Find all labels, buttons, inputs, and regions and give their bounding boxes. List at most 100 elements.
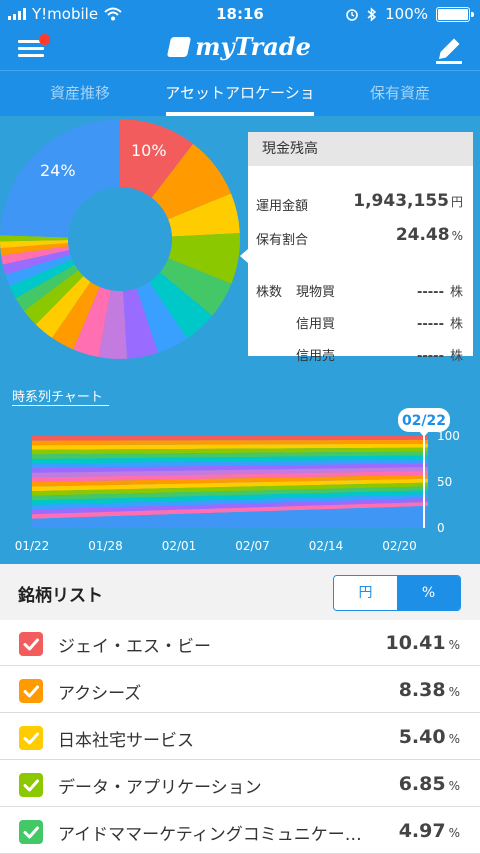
margin-buy-label: 信用買 <box>296 317 336 332</box>
stock-percent-value: 10.41 <box>385 632 446 654</box>
toggle-percent-button[interactable]: % <box>397 576 460 610</box>
x-tick-label: 02/20 <box>382 539 417 553</box>
donut-slice-13[interactable] <box>15 264 79 311</box>
checkbox-icon[interactable] <box>19 820 43 844</box>
menu-button[interactable] <box>18 34 50 60</box>
stock-list-header: 銘柄リスト 円 % <box>0 564 480 620</box>
donut-label-cash: 24% <box>40 161 76 180</box>
stock-percent-unit: % <box>448 779 460 793</box>
unit-toggle: 円 % <box>333 575 461 611</box>
tab-asset-history[interactable]: 資産推移 <box>49 84 110 102</box>
timeseries-band-cash <box>32 505 428 528</box>
timeseries-chart[interactable]: 100 50 0 01/22 01/28 02/01 02/07 02/14 02/20 02/2… <box>0 406 480 564</box>
donut-slice-9[interactable] <box>73 286 111 358</box>
carrier-name: Y!mobile <box>32 5 99 23</box>
stock-list-item[interactable]: ジェイ・エス・ビー 10.41% <box>0 620 480 666</box>
stock-percent: 4.97% <box>399 820 460 842</box>
timeseries-band-5 <box>32 455 428 464</box>
timeseries-band-4 <box>32 451 428 459</box>
x-tick-label: 01/22 <box>15 539 50 553</box>
stock-list-item[interactable]: データ・アプリケーション 6.85% <box>0 761 480 807</box>
tab-holdings[interactable]: 保有資産 <box>369 84 430 102</box>
amount-value: 1,943,155 <box>353 191 449 211</box>
timeseries-band-16 <box>32 498 428 515</box>
app-header: myTrade <box>0 28 480 70</box>
alarm-icon <box>346 9 358 21</box>
edit-button[interactable] <box>432 32 466 66</box>
allocation-donut-chart[interactable] <box>0 116 245 366</box>
stock-percent: 8.38% <box>399 679 460 701</box>
timeseries-band-14 <box>32 490 428 505</box>
donut-slice-6[interactable] <box>136 282 188 353</box>
donut-slice-11[interactable] <box>35 276 91 338</box>
shares-label: 株数 <box>256 285 283 300</box>
donut-slice-21[interactable] <box>0 119 120 238</box>
donut-hole <box>68 187 172 291</box>
stock-percent-unit: % <box>448 638 460 652</box>
timeseries-band-11 <box>32 478 428 492</box>
stock-name: データ・アプリケーション <box>58 778 262 798</box>
donut-slice-19[interactable] <box>0 240 69 249</box>
margin-sell-label: 信用売 <box>296 349 336 364</box>
x-tick-label: 02/01 <box>162 539 197 553</box>
y-tick-label: 50 <box>437 475 452 489</box>
donut-label-top-holding: 10% <box>131 141 167 160</box>
x-tick-label: 02/14 <box>309 539 344 553</box>
checkbox-icon[interactable] <box>19 726 43 750</box>
ratio-unit: % <box>451 229 463 243</box>
app-logo: myTrade <box>0 32 480 61</box>
donut-slice-16[interactable] <box>2 250 71 275</box>
timeseries-band-3 <box>32 447 428 455</box>
donut-slice-3[interactable] <box>168 233 240 284</box>
stock-percent-value: 8.38 <box>398 679 446 701</box>
donut-slice-10[interactable] <box>52 281 100 350</box>
donut-slice-20[interactable] <box>0 235 69 242</box>
donut-slice-12[interactable] <box>23 270 84 325</box>
selected-date-badge <box>398 408 450 432</box>
timeseries-band-9 <box>32 470 428 482</box>
selected-date-label: 02/22 <box>402 413 446 429</box>
donut-slice-15[interactable] <box>5 254 73 287</box>
cash-balance-card: 現金残高 運用金額 1,943,155 円 保有割合 24.48% 株数 現物買 … <box>240 132 473 364</box>
checkbox-icon[interactable] <box>19 632 43 656</box>
allocation-panel: 10% 24% 現金残高 運用金額 1,943,155 円 保有割合 24.48%… <box>0 116 480 564</box>
donut-slice-18[interactable] <box>0 242 69 256</box>
timeseries-band-0 <box>32 436 428 441</box>
donut-slice-8[interactable] <box>98 290 128 359</box>
donut-slice-1[interactable] <box>151 143 232 220</box>
x-tick-label: 01/28 <box>88 539 123 553</box>
clock: 18:16 <box>216 5 264 23</box>
amount-label: 運用金額 <box>256 199 309 214</box>
margin-buy-unit: 株 <box>449 317 463 332</box>
donut-slice-0[interactable] <box>120 119 194 198</box>
y-tick-label: 100 <box>437 429 460 443</box>
timeseries-band-8 <box>32 467 428 478</box>
donut-slice-7[interactable] <box>123 288 159 359</box>
timeseries-band-7 <box>32 463 428 473</box>
donut-slice-4[interactable] <box>159 258 232 316</box>
donut-slice-5[interactable] <box>149 272 213 339</box>
signal-icon <box>8 8 26 20</box>
spot-buy-row: 株数 現物買 ----- 株 <box>256 281 463 300</box>
amount-row: 運用金額 1,943,155 円 <box>256 191 463 214</box>
donut-slice-14[interactable] <box>9 259 75 299</box>
tab-asset-allocation[interactable]: アセットアロケーション <box>160 71 320 146</box>
toggle-yen-button[interactable]: 円 <box>334 576 397 610</box>
stock-percent-value: 5.40 <box>398 726 446 748</box>
stock-name: ジェイ・エス・ビー <box>58 637 211 657</box>
checkbox-icon[interactable] <box>19 773 43 797</box>
stock-list-item[interactable]: アイドママーケティングコミュニケー… 4.97% <box>0 808 480 854</box>
notification-dot <box>39 34 50 45</box>
y-tick-label: 0 <box>437 521 445 535</box>
stock-list-item[interactable]: アクシーズ 8.38% <box>0 667 480 713</box>
app-title: myTrade <box>195 32 311 61</box>
bluetooth-icon <box>367 6 377 22</box>
donut-slice-17[interactable] <box>1 246 70 265</box>
amount-unit: 円 <box>450 195 463 209</box>
stock-list-item[interactable]: 日本社宅サービス 5.40% <box>0 714 480 760</box>
stock-percent-unit: % <box>448 826 460 840</box>
spot-buy-label: 現物買 <box>296 285 336 300</box>
checkbox-icon[interactable] <box>19 679 43 703</box>
stock-percent-value: 4.97 <box>398 820 446 842</box>
donut-slice-2[interactable] <box>168 193 240 237</box>
